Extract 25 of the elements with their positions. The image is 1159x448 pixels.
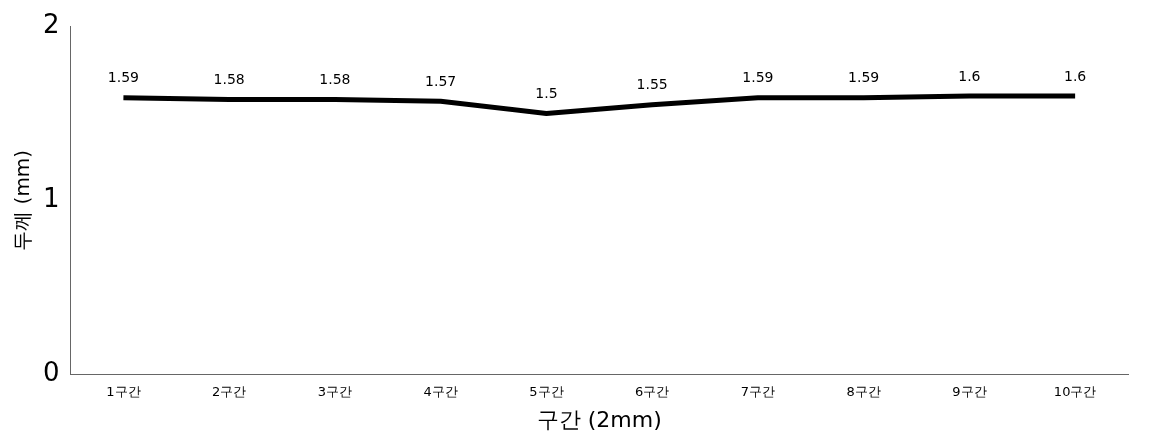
x-tick-label: 10구간: [1053, 384, 1097, 400]
data-label: 1.59: [742, 69, 774, 86]
data-label: 1.58: [319, 71, 351, 88]
x-tick-label: 6구간: [635, 384, 670, 400]
data-label: 1.59: [107, 69, 139, 86]
y-tick-label: 0: [43, 356, 60, 387]
x-tick-label: 9구간: [952, 384, 987, 400]
y-axis-title: 두께 (mm): [10, 149, 35, 251]
y-tick-label: 2: [43, 9, 60, 40]
data-label: 1.6: [1063, 67, 1087, 84]
x-tick-label: 2구간: [212, 384, 247, 400]
data-label: 1.55: [636, 76, 668, 93]
y-tick-label: 1: [43, 183, 60, 214]
x-tick-label: 3구간: [317, 384, 353, 400]
data-label: 1.5: [535, 85, 558, 102]
x-tick-label: 1구간: [106, 384, 141, 400]
data-label: 1.6: [958, 67, 981, 84]
x-tick-label: 4구간: [423, 384, 458, 400]
x-axis-title: 구간 (2mm): [536, 406, 662, 432]
data-label: 1.58: [213, 71, 245, 88]
x-tick-label: 5구간: [529, 384, 564, 400]
x-tick-label: 7구간: [740, 384, 776, 400]
x-tick-label: 8구간: [846, 384, 881, 400]
data-label: 1.59: [848, 69, 880, 86]
data-label: 1.57: [425, 72, 457, 89]
